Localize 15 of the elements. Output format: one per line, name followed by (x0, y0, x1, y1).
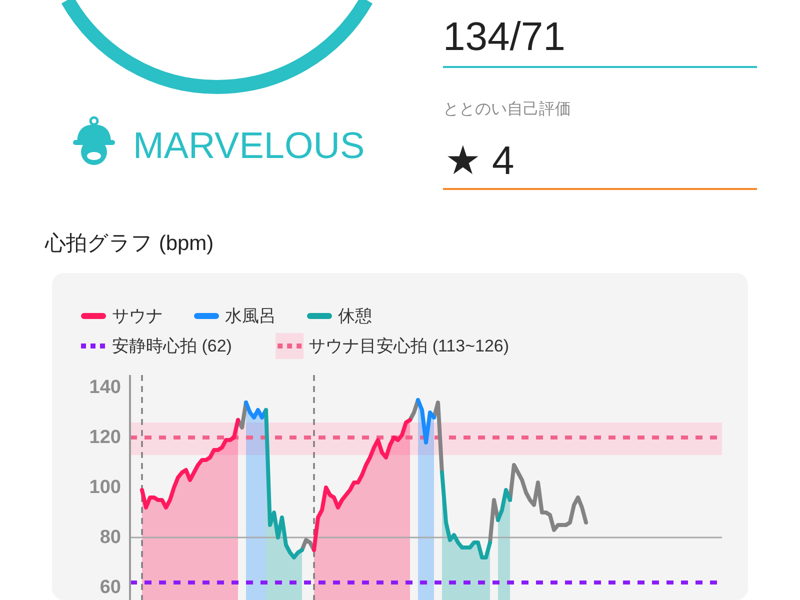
chart-title: 心拍グラフ (bpm) (44, 232, 214, 255)
y-tick-label: 80 (100, 527, 121, 548)
legend-label: サウナ (112, 306, 163, 326)
y-tick-label: 140 (89, 377, 121, 398)
y-tick-label: 60 (100, 577, 121, 598)
legend-label: 安静時心拍 (62) (112, 336, 232, 356)
legend-label: サウナ目安心拍 (113~126) (308, 336, 510, 356)
text: ★ 4 (445, 139, 514, 183)
legend-label: 水風呂 (225, 306, 276, 326)
y-tick-label: 120 (89, 427, 121, 448)
text: ととのい自己評価 (443, 100, 571, 118)
text: MARVELOUS (133, 125, 365, 166)
text: 134/71 (443, 15, 566, 59)
legend-label: 休憩 (338, 306, 372, 326)
y-tick-label: 100 (89, 477, 121, 498)
